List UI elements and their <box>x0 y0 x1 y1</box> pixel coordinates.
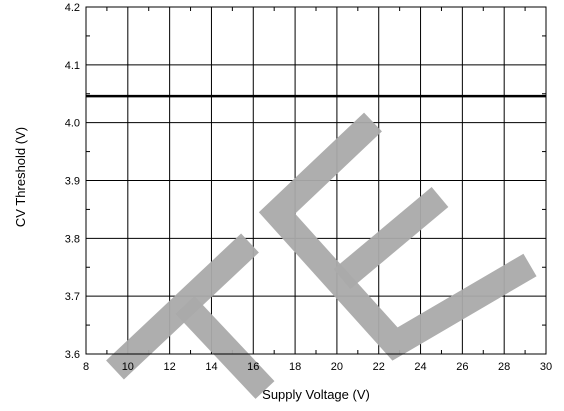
x-tick-label: 22 <box>373 361 385 373</box>
x-tick-label: 18 <box>289 361 301 373</box>
y-tick-label: 3.6 <box>65 349 80 361</box>
x-tick-label: 20 <box>331 361 343 373</box>
x-tick-label: 30 <box>540 361 552 373</box>
y-tick-label: 4.1 <box>65 60 80 72</box>
x-tick-label: 14 <box>205 361 217 373</box>
x-axis-ticks: 8 10 12 14 16 18 20 22 24 26 28 30 <box>83 361 552 373</box>
y-axis-ticks: 3.6 3.7 3.8 3.9 4.0 4.1 4.2 <box>65 2 80 361</box>
x-tick-label: 28 <box>498 361 510 373</box>
y-tick-label: 4.2 <box>65 2 80 14</box>
y-tick-label: 3.9 <box>65 176 80 188</box>
x-tick-label: 10 <box>122 361 134 373</box>
y-tick-label: 3.7 <box>65 291 80 303</box>
watermark-stroke <box>258 112 537 361</box>
y-axis-label: CV Threshold (V) <box>13 127 28 227</box>
x-tick-label: 12 <box>164 361 176 373</box>
y-tick-label: 3.8 <box>65 233 80 245</box>
x-tick-label: 16 <box>247 361 259 373</box>
watermark-stroke <box>106 233 259 380</box>
watermark-stroke <box>333 187 449 289</box>
x-tick-label: 26 <box>456 361 468 373</box>
plot-border <box>85 6 547 355</box>
x-axis-label: Supply Voltage (V) <box>262 387 370 402</box>
plot-frame <box>85 6 547 355</box>
x-tick-label: 8 <box>83 361 89 373</box>
x-tick-label: 24 <box>414 361 426 373</box>
watermark-stroke <box>175 296 275 399</box>
y-tick-label: 4.0 <box>65 118 80 130</box>
te-watermark-logo <box>106 112 537 399</box>
